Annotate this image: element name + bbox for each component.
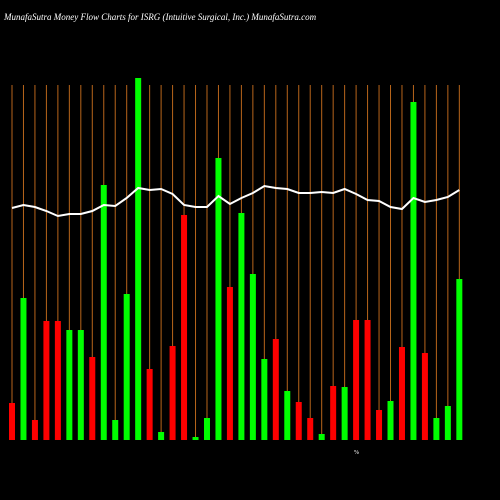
bar bbox=[31, 420, 38, 440]
bar bbox=[181, 215, 188, 440]
bar bbox=[9, 403, 15, 440]
bar bbox=[307, 418, 314, 440]
bar bbox=[272, 339, 279, 440]
bar bbox=[376, 410, 383, 440]
bar bbox=[387, 401, 394, 440]
bar bbox=[100, 185, 107, 440]
bar bbox=[456, 279, 463, 440]
bar bbox=[284, 391, 291, 440]
bar bbox=[89, 357, 96, 440]
bar bbox=[261, 359, 268, 440]
bar bbox=[421, 353, 428, 440]
bar bbox=[112, 420, 119, 440]
bar bbox=[330, 386, 337, 440]
bar bbox=[226, 287, 233, 440]
bar bbox=[20, 298, 27, 440]
bar bbox=[66, 330, 73, 440]
bar bbox=[54, 321, 61, 440]
bar bbox=[433, 418, 440, 440]
bar bbox=[135, 78, 142, 440]
money-flow-line bbox=[11, 184, 460, 218]
bar bbox=[295, 402, 302, 440]
chart-title: MunafaSutra Money Flow Charts for ISRG (… bbox=[3, 12, 317, 22]
bar bbox=[43, 321, 50, 440]
bar bbox=[169, 346, 176, 440]
bar bbox=[249, 274, 256, 440]
bar bbox=[77, 330, 84, 440]
bar bbox=[123, 294, 130, 440]
bar bbox=[364, 320, 371, 440]
bar bbox=[238, 213, 245, 440]
bar bbox=[341, 387, 348, 440]
annotation: % bbox=[354, 450, 359, 456]
bar bbox=[215, 158, 222, 440]
bar bbox=[410, 102, 417, 440]
bar bbox=[444, 406, 451, 440]
bar bbox=[192, 437, 199, 440]
bar bbox=[158, 432, 165, 440]
bar bbox=[318, 434, 325, 440]
bar bbox=[398, 347, 405, 440]
bar bbox=[353, 320, 360, 440]
bar bbox=[146, 369, 153, 440]
bar bbox=[203, 418, 210, 440]
